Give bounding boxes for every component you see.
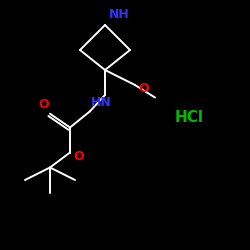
Text: HCl: HCl xyxy=(175,110,204,125)
Text: O: O xyxy=(74,150,85,163)
Text: HN: HN xyxy=(91,96,112,109)
Text: O: O xyxy=(139,82,149,95)
Text: NH: NH xyxy=(109,8,130,21)
Text: O: O xyxy=(38,98,49,111)
